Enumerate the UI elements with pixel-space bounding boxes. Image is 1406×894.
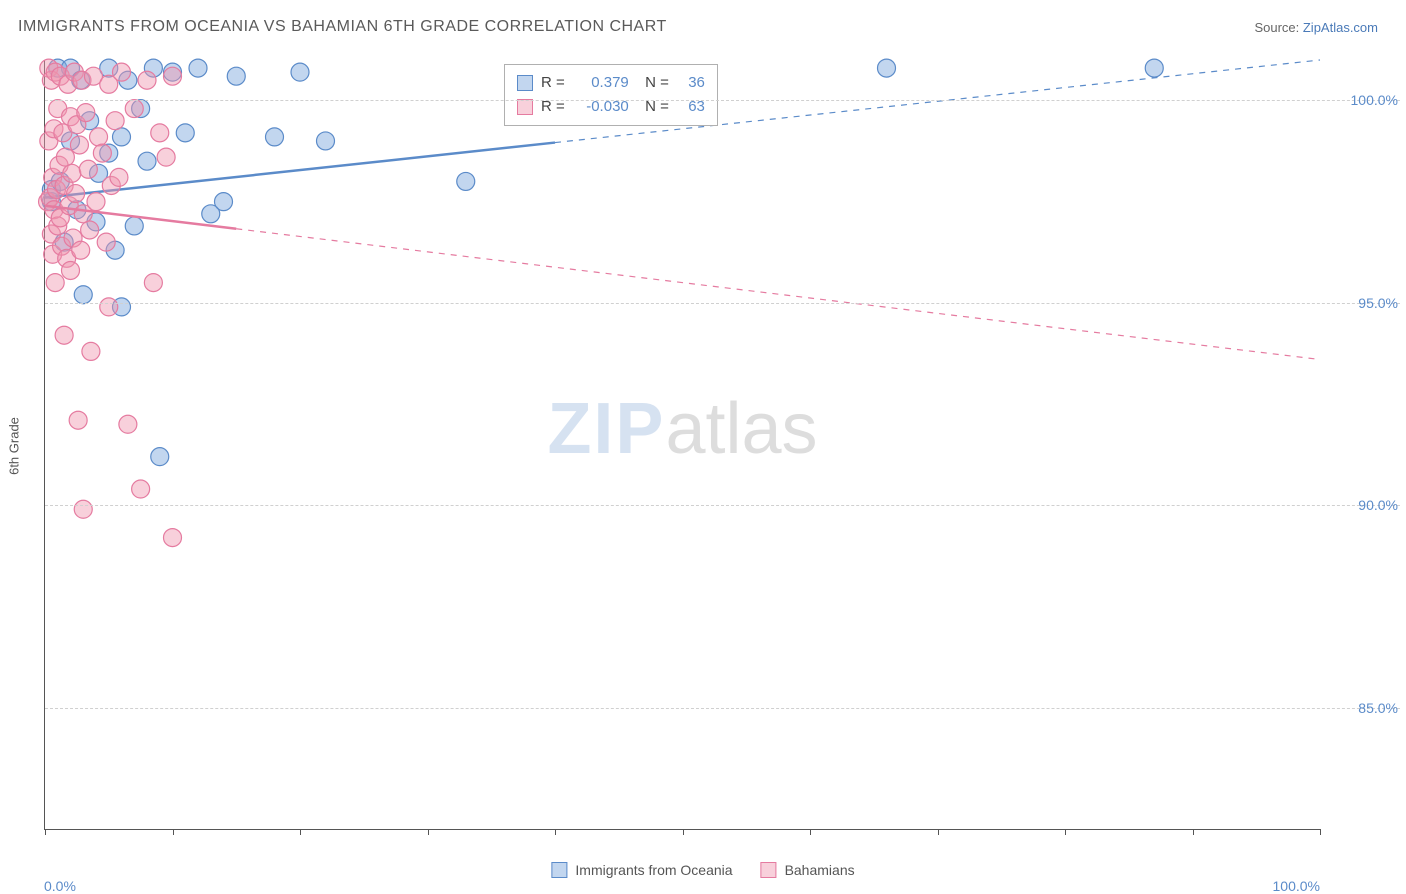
data-point-bahamians (87, 193, 105, 211)
data-point-oceania (151, 448, 169, 466)
gridline (45, 100, 1400, 101)
data-point-bahamians (82, 342, 100, 360)
x-tick (683, 829, 684, 835)
data-point-bahamians (90, 128, 108, 146)
data-point-bahamians (77, 104, 95, 122)
source-link[interactable]: ZipAtlas.com (1303, 20, 1378, 35)
data-point-oceania (291, 63, 309, 81)
x-tick (555, 829, 556, 835)
trendline-bahamians-dashed (236, 229, 1320, 360)
data-point-bahamians (62, 261, 80, 279)
data-point-bahamians (70, 136, 88, 154)
data-point-bahamians (110, 168, 128, 186)
data-point-oceania (1145, 59, 1163, 77)
data-point-bahamians (113, 63, 131, 81)
page-title: IMMIGRANTS FROM OCEANIA VS BAHAMIAN 6TH … (18, 18, 667, 36)
gridline (45, 708, 1400, 709)
data-point-bahamians (93, 144, 111, 162)
data-point-oceania (74, 286, 92, 304)
data-point-bahamians (157, 148, 175, 166)
data-point-oceania (176, 124, 194, 142)
x-tick (173, 829, 174, 835)
data-point-bahamians (74, 500, 92, 518)
legend-swatch (551, 862, 567, 878)
data-point-bahamians (97, 233, 115, 251)
x-tick (938, 829, 939, 835)
data-point-oceania (457, 172, 475, 190)
data-point-bahamians (56, 148, 74, 166)
gridline (45, 303, 1400, 304)
legend-label: Bahamians (785, 862, 855, 878)
data-point-bahamians (144, 274, 162, 292)
data-point-bahamians (72, 241, 90, 259)
data-point-oceania (227, 67, 245, 85)
data-point-oceania (317, 132, 335, 150)
data-point-bahamians (46, 274, 64, 292)
data-point-bahamians (119, 415, 137, 433)
legend-item-bahamians: Bahamians (761, 862, 855, 878)
y-tick-label: 100.0% (1351, 92, 1398, 108)
data-point-bahamians (151, 124, 169, 142)
y-tick-label: 90.0% (1358, 497, 1398, 513)
x-tick (1193, 829, 1194, 835)
y-axis-label: 6th Grade (7, 417, 22, 475)
x-tick (1065, 829, 1066, 835)
legend-swatch (517, 75, 533, 91)
gridline (45, 505, 1400, 506)
y-tick-label: 85.0% (1358, 700, 1398, 716)
correlation-stats-box: R =0.379 N =36R =-0.030 N =63 (504, 64, 718, 126)
x-tick (1320, 829, 1321, 835)
data-point-oceania (266, 128, 284, 146)
data-point-oceania (113, 128, 131, 146)
data-point-oceania (878, 59, 896, 77)
legend-item-oceania: Immigrants from Oceania (551, 862, 732, 878)
y-tick-label: 95.0% (1358, 295, 1398, 311)
data-point-bahamians (63, 164, 81, 182)
stats-row-bahamians: R =-0.030 N =63 (517, 95, 705, 119)
data-point-oceania (138, 152, 156, 170)
data-point-bahamians (106, 112, 124, 130)
data-point-oceania (189, 59, 207, 77)
data-point-bahamians (132, 480, 150, 498)
source-attribution: Source: ZipAtlas.com (1254, 20, 1378, 35)
data-point-bahamians (164, 67, 182, 85)
data-point-bahamians (67, 185, 85, 203)
stats-row-oceania: R =0.379 N =36 (517, 71, 705, 95)
data-point-oceania (125, 217, 143, 235)
legend-label: Immigrants from Oceania (575, 862, 732, 878)
data-point-bahamians (69, 411, 87, 429)
chart-plot-area: ZIPatlas R =0.379 N =36R =-0.030 N =63 1… (44, 60, 1320, 830)
data-point-bahamians (100, 298, 118, 316)
legend-swatch (761, 862, 777, 878)
data-point-bahamians (125, 100, 143, 118)
scatter-plot-svg (45, 60, 1320, 829)
data-point-bahamians (138, 71, 156, 89)
data-point-bahamians (79, 160, 97, 178)
x-tick (45, 829, 46, 835)
x-tick (300, 829, 301, 835)
bottom-legend: Immigrants from Oceania Bahamians (551, 862, 854, 878)
data-point-bahamians (164, 529, 182, 547)
data-point-bahamians (81, 221, 99, 239)
data-point-oceania (215, 193, 233, 211)
data-point-bahamians (55, 326, 73, 344)
x-tick (810, 829, 811, 835)
x-tick (428, 829, 429, 835)
